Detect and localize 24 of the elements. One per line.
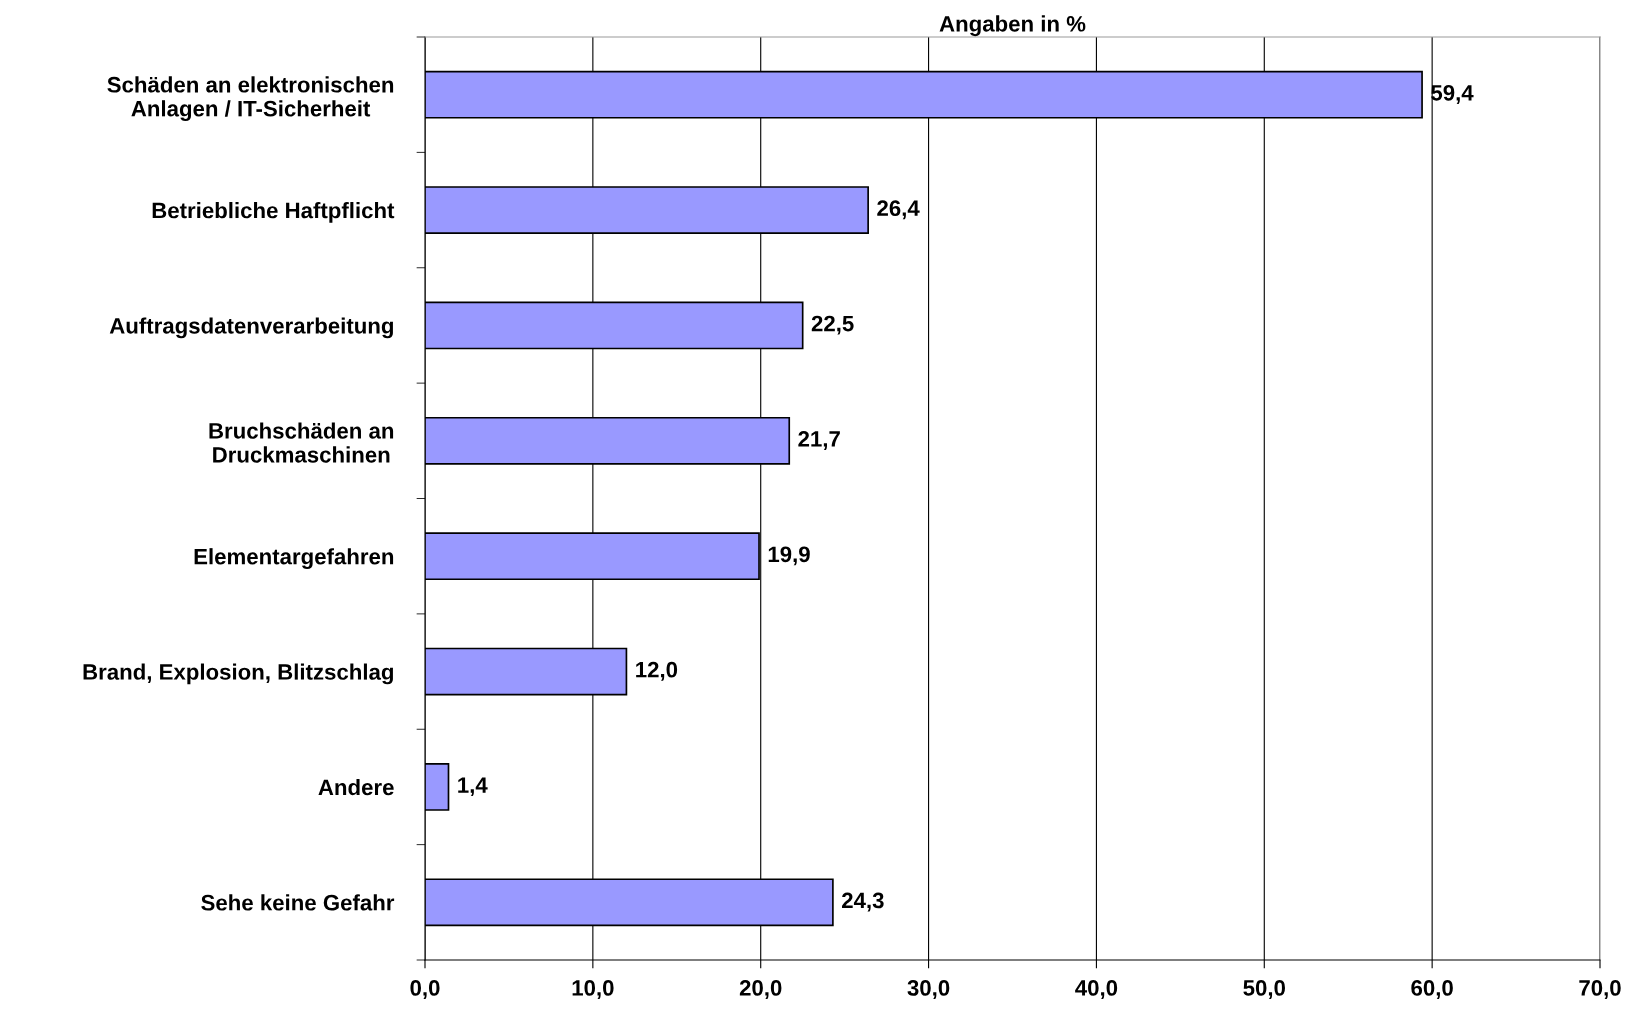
data-label: 24,3 — [842, 892, 884, 912]
x-tick-label: 0,0 — [410, 980, 440, 999]
x-tick-label: 10,0 — [572, 980, 614, 999]
y-tick-label: Betriebliche Haftpflicht — [152, 202, 395, 223]
data-label: 1,4 — [458, 777, 488, 797]
y-tick-label: Brand, Explosion, Blitzschlag — [83, 663, 393, 685]
data-label: 19,9 — [768, 546, 810, 566]
x-tick-label: 40,0 — [1075, 980, 1118, 999]
data-label: 26,4 — [877, 200, 920, 220]
data-label: 12,0 — [636, 661, 678, 681]
x-tick-label: 70,0 — [1579, 980, 1621, 999]
x-tick-label: 20,0 — [739, 980, 782, 999]
chart-title: Angaben in % — [939, 15, 1086, 37]
y-tick-label: Auftragsdatenverarbeitung — [109, 317, 393, 339]
data-label: 21,7 — [798, 431, 840, 450]
y-tick-label: Bruchschäden an Druckmaschinen — [209, 422, 394, 463]
x-tick-label: 60,0 — [1411, 980, 1453, 999]
y-tick-label: Andere — [318, 778, 394, 796]
y-tick-label: Schäden an elektronischen Anlagen / IT-Sicherheit — [107, 76, 394, 122]
y-tick-label: Elementargefahren — [194, 548, 394, 569]
x-tick-label: 30,0 — [907, 980, 950, 999]
data-label: 22,5 — [811, 315, 854, 335]
y-tick-label: Sehe keine Gefahr — [201, 894, 395, 911]
x-tick-label: 50,0 — [1243, 980, 1285, 999]
